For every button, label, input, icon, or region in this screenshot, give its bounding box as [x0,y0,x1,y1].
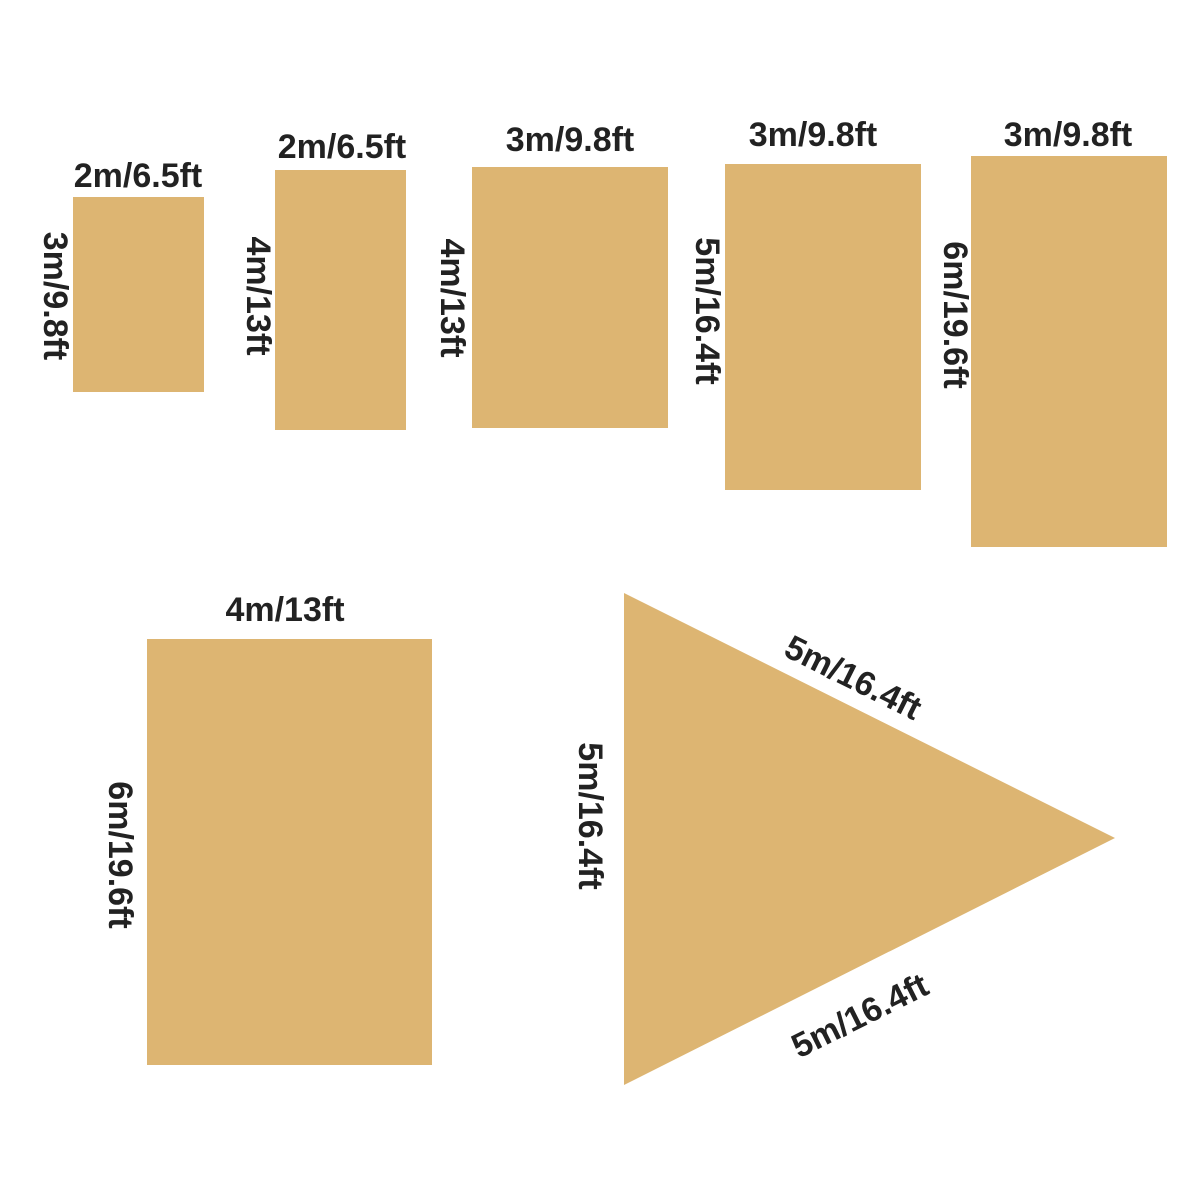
rect-3x6 [971,156,1167,547]
rect-3x4 [472,167,668,428]
width-label: 3m/9.8ft [505,121,635,159]
rect-2x3 [73,197,204,392]
rect-2x4 [275,170,406,430]
width-label: 3m/9.8ft [1003,116,1133,154]
width-label: 3m/9.8ft [748,116,878,154]
width-label: 4m/13ft [225,591,345,629]
width-label: 2m/6.5ft [73,157,203,195]
triangle [624,593,1115,1085]
triangle-side-label: 5m/16.4ft [571,742,609,890]
width-label: 2m/6.5ft [277,128,407,166]
rect-4x6 [147,639,432,1065]
rect-3x5 [725,164,921,490]
